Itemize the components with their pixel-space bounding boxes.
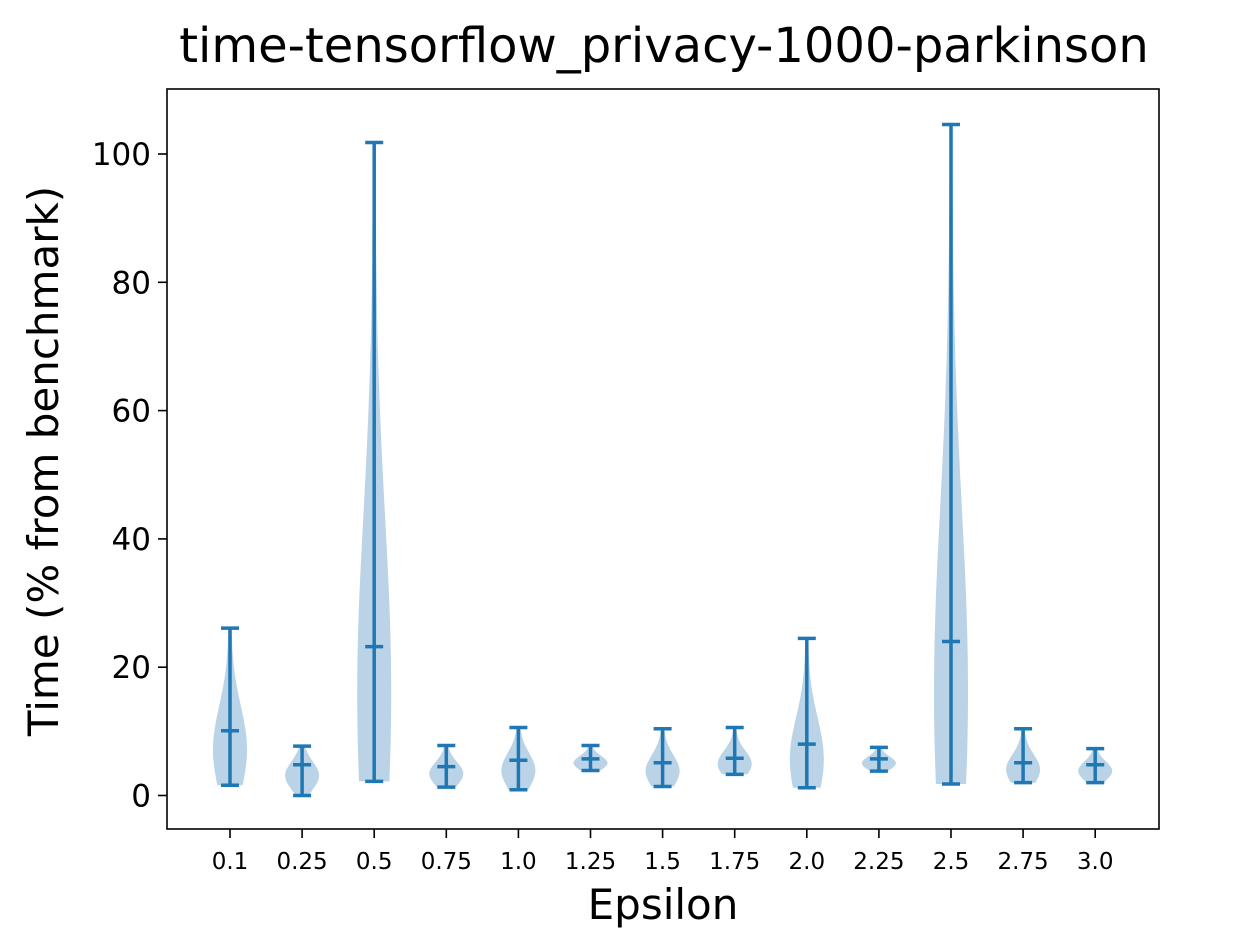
x-tick-label: 0.75 <box>421 849 472 875</box>
x-tick-label: 2.0 <box>789 849 826 875</box>
violin-stat-lines <box>221 122 1105 798</box>
y-axis: 0 20 40 60 80 100 <box>92 137 167 815</box>
x-tick-label: 2.5 <box>933 849 970 875</box>
x-tick-label: 2.75 <box>997 849 1048 875</box>
x-tick-label: 3.0 <box>1077 849 1114 875</box>
y-axis-label: Time (% from benchmark) <box>19 186 68 737</box>
y-tick-label: 0 <box>131 779 151 815</box>
x-tick-label: 1.0 <box>500 849 537 875</box>
x-tick-label: 2.25 <box>853 849 904 875</box>
x-tick-label: 0.1 <box>212 849 249 875</box>
x-axis-label: Epsilon <box>588 880 739 929</box>
y-tick-label: 40 <box>112 522 151 558</box>
x-tick-label: 1.75 <box>709 849 760 875</box>
plot-frame <box>166 88 1160 830</box>
x-tick-label: 0.5 <box>356 849 393 875</box>
x-tick-label: 1.5 <box>644 849 681 875</box>
x-tick-label: 0.25 <box>276 849 327 875</box>
x-tick-label: 1.25 <box>565 849 616 875</box>
y-tick-label: 80 <box>112 265 151 301</box>
y-tick-label: 100 <box>92 137 151 173</box>
chart-title: time-tensorflow_privacy-1000-parkinson <box>179 18 1149 74</box>
x-axis: 0.1 0.25 0.5 0.75 1.0 1.25 1.5 1.75 2.0 2.25 2.5 2.… <box>212 829 1114 875</box>
violin-bodies <box>213 124 1113 796</box>
y-tick-label: 60 <box>112 394 151 430</box>
y-tick-label: 20 <box>112 650 151 686</box>
